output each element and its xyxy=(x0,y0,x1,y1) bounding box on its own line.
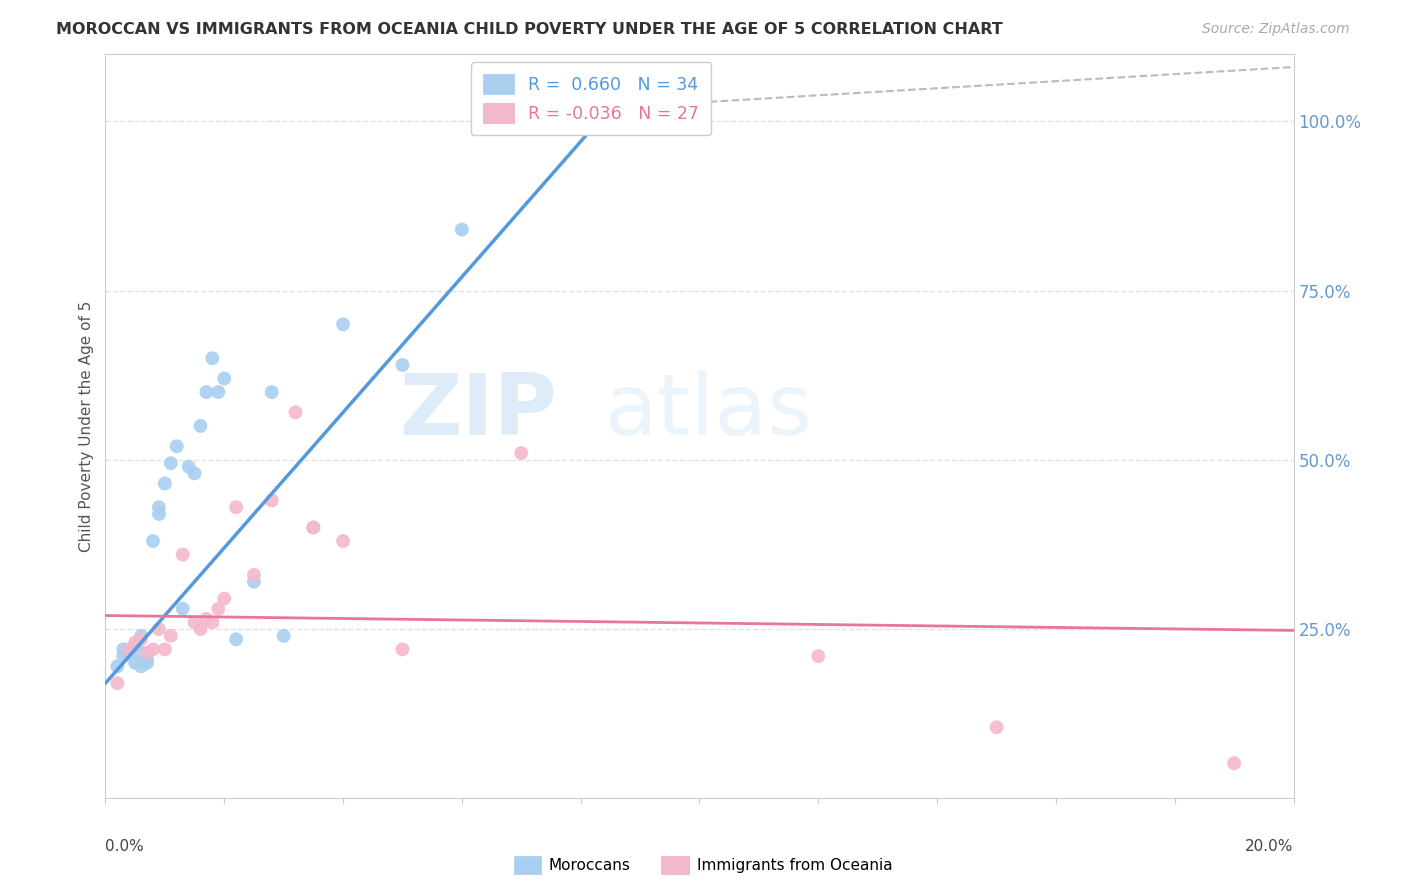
Point xyxy=(105,676,128,690)
Point xyxy=(129,632,152,647)
Point xyxy=(195,385,218,400)
Point xyxy=(243,574,266,589)
Point xyxy=(124,656,146,670)
Point xyxy=(172,601,194,615)
Point xyxy=(260,493,283,508)
Text: 20.0%: 20.0% xyxy=(1246,839,1294,855)
Text: MOROCCAN VS IMMIGRANTS FROM OCEANIA CHILD POVERTY UNDER THE AGE OF 5 CORRELATION: MOROCCAN VS IMMIGRANTS FROM OCEANIA CHIL… xyxy=(56,22,1002,37)
Point xyxy=(172,548,194,562)
Point xyxy=(302,520,325,534)
Point xyxy=(260,385,283,400)
Point xyxy=(183,615,205,630)
Point xyxy=(540,114,562,128)
Point xyxy=(243,568,266,582)
Point xyxy=(124,639,146,653)
Point xyxy=(166,439,188,453)
Point xyxy=(148,507,170,521)
Point xyxy=(807,649,830,664)
Point xyxy=(510,446,533,460)
Point xyxy=(273,629,295,643)
Point xyxy=(986,720,1008,734)
Point xyxy=(153,476,176,491)
Point xyxy=(118,646,141,660)
Point xyxy=(148,500,170,515)
Point xyxy=(118,642,141,657)
Point xyxy=(302,520,325,534)
Point xyxy=(195,612,218,626)
Text: Source: ZipAtlas.com: Source: ZipAtlas.com xyxy=(1202,22,1350,37)
Point xyxy=(153,642,176,657)
Point xyxy=(201,351,224,366)
Point xyxy=(190,419,212,434)
Point xyxy=(201,615,224,630)
Point xyxy=(129,646,152,660)
Point xyxy=(332,318,354,332)
Legend: Moroccans, Immigrants from Oceania: Moroccans, Immigrants from Oceania xyxy=(508,850,898,880)
Point xyxy=(391,358,413,372)
Point xyxy=(183,467,205,481)
Point xyxy=(391,642,413,657)
Point xyxy=(136,652,159,666)
Legend: R =  0.660   N = 34, R = -0.036   N = 27: R = 0.660 N = 34, R = -0.036 N = 27 xyxy=(471,62,711,136)
Point xyxy=(159,456,181,470)
Point xyxy=(159,629,181,643)
Point xyxy=(190,622,212,636)
Y-axis label: Child Poverty Under the Age of 5: Child Poverty Under the Age of 5 xyxy=(79,301,94,551)
Point xyxy=(148,622,170,636)
Point xyxy=(142,642,165,657)
Point xyxy=(142,534,165,549)
Point xyxy=(177,459,200,474)
Point xyxy=(136,656,159,670)
Point xyxy=(105,659,128,673)
Point xyxy=(207,385,229,400)
Text: 0.0%: 0.0% xyxy=(105,839,145,855)
Point xyxy=(207,601,229,615)
Point xyxy=(136,646,159,660)
Text: ZIP: ZIP xyxy=(399,369,557,452)
Point xyxy=(1223,756,1246,771)
Point xyxy=(284,405,307,419)
Point xyxy=(225,500,247,515)
Point xyxy=(225,632,247,647)
Point xyxy=(450,222,472,236)
Point xyxy=(214,591,236,606)
Point xyxy=(112,649,135,664)
Point xyxy=(112,642,135,657)
Point xyxy=(129,629,152,643)
Point xyxy=(332,534,354,549)
Point xyxy=(124,635,146,649)
Point xyxy=(129,659,152,673)
Text: atlas: atlas xyxy=(605,369,813,452)
Point xyxy=(214,371,236,385)
